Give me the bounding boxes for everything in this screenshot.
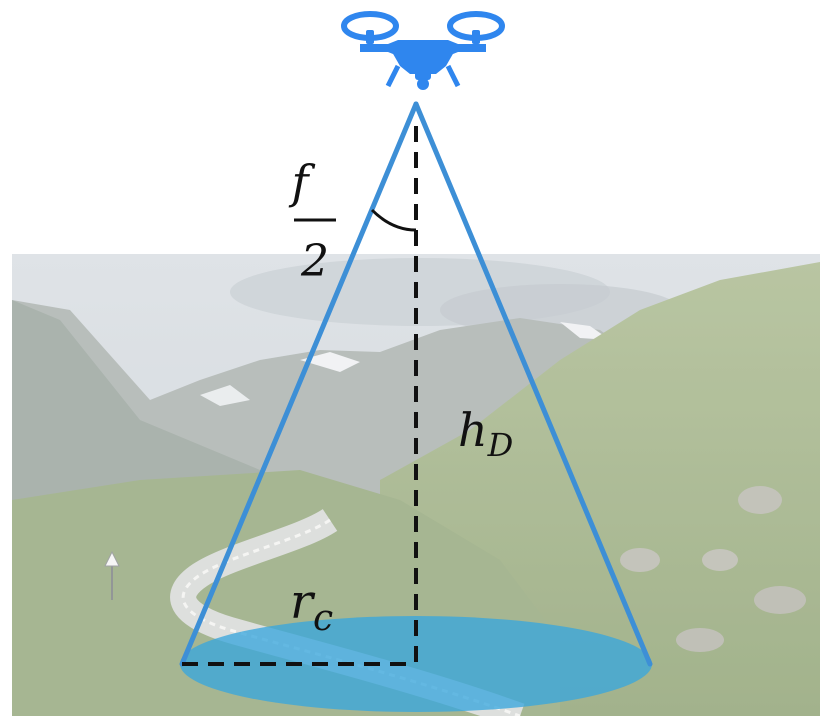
radius-label-sub: c [313, 598, 333, 639]
height-label-sub: D [487, 426, 514, 464]
radius-label: rc [290, 574, 333, 639]
radius-label-base: r [290, 574, 316, 630]
cone-left-edge [179, 101, 419, 667]
coverage-cone [179, 101, 653, 667]
half-angle-arc [370, 208, 417, 232]
cone-right-edge [413, 101, 653, 667]
height-label-base: h [458, 403, 488, 457]
angle-numerator: f [288, 155, 315, 209]
drone-icon [341, 11, 505, 90]
height-label: hD [458, 403, 513, 464]
coverage-footprint [180, 616, 652, 712]
angle-denominator: 2 [300, 236, 329, 287]
